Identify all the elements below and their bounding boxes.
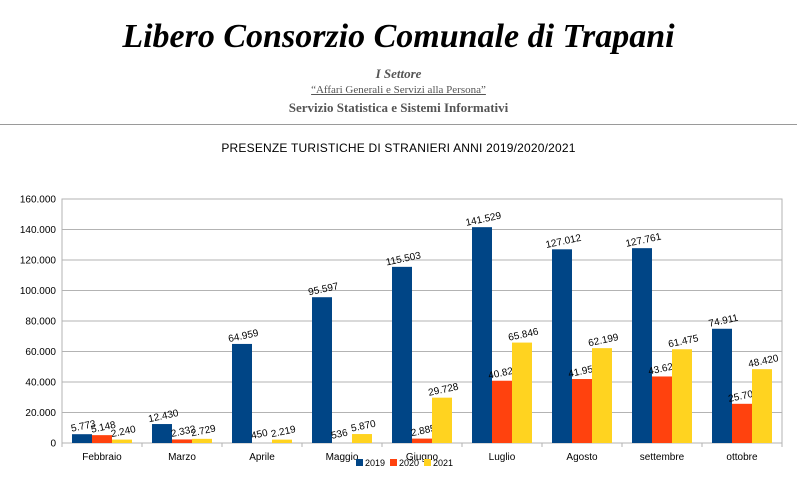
document-header: Libero Consorzio Comunale di Trapani I S… [0, 0, 797, 124]
bar-2019 [72, 434, 92, 443]
y-tick-label: 0 [50, 439, 56, 450]
data-label: 12.430 [147, 408, 180, 425]
bar-2020 [92, 435, 112, 443]
chart-title: PRESENZE TURISTICHE DI STRANIERI ANNI 20… [221, 141, 576, 155]
legend-swatch-2019 [356, 459, 363, 466]
bar-2021 [672, 349, 692, 443]
data-label: 62.199 [587, 332, 620, 349]
bar-2021 [112, 439, 132, 443]
header-divider [0, 124, 797, 125]
bar-2019 [632, 248, 652, 443]
bar-2019 [232, 343, 252, 443]
data-label: 115.503 [385, 250, 422, 268]
bar-2019 [392, 266, 412, 443]
data-label: 127.012 [545, 233, 583, 251]
x-tick-label: Aprile [249, 452, 275, 463]
bar-2020 [172, 439, 192, 443]
data-label: 141.529 [465, 210, 503, 228]
data-label: 536 [330, 428, 349, 442]
x-tick-label: Luglio [489, 452, 516, 463]
y-tick-label: 60.000 [25, 347, 56, 358]
service-label: Servizio Statistica e Sistemi Informativ… [288, 100, 509, 115]
bar-2021 [272, 439, 292, 443]
sector-label: I Settore [375, 66, 422, 81]
y-tick-label: 120.000 [20, 256, 57, 267]
data-label: 95.597 [307, 281, 340, 298]
x-tick-label: Marzo [168, 452, 196, 463]
bar-2021 [192, 438, 212, 443]
legend-label-2019: 2019 [365, 458, 385, 468]
bar-2020 [652, 376, 672, 443]
y-tick-label: 80.000 [25, 317, 56, 328]
data-label: 65.846 [507, 326, 540, 343]
bar-2021 [752, 369, 772, 443]
data-label: 29.728 [427, 382, 460, 399]
x-tick-label: Agosto [566, 452, 598, 463]
bar-2020 [732, 403, 752, 443]
x-tick-label: settembre [640, 452, 685, 463]
x-tick-label: Giugno [406, 452, 439, 463]
data-label: 450 [250, 428, 269, 442]
bar-2020 [412, 438, 432, 443]
legend-label-2021: 2021 [433, 458, 453, 468]
bar-2021 [512, 342, 532, 443]
y-tick-label: 100.000 [20, 286, 57, 297]
bar-2021 [352, 434, 372, 443]
bar-2019 [552, 249, 572, 443]
y-tick-label: 20.000 [25, 408, 56, 419]
data-label: 2.885 [410, 423, 437, 439]
y-tick-label: 140.000 [20, 225, 57, 236]
bar-2019 [472, 227, 492, 443]
data-label: 61.475 [667, 333, 700, 350]
data-label: 127.761 [625, 231, 663, 249]
bar-2019 [152, 424, 172, 443]
data-label: 2.729 [190, 423, 217, 439]
data-label: 74.911 [708, 313, 740, 330]
legend-swatch-2021 [424, 459, 431, 466]
data-label: 48.420 [747, 353, 780, 370]
data-label: 2.240 [110, 424, 137, 440]
legend-label-2020: 2020 [399, 458, 419, 468]
bar-2019 [312, 297, 332, 443]
bar-2020 [492, 380, 512, 443]
bar-2021 [592, 348, 612, 443]
x-tick-label: ottobre [726, 452, 758, 463]
data-label: 2.332 [170, 424, 197, 440]
data-label: 5.870 [350, 419, 377, 435]
organization-title: Libero Consorzio Comunale di Trapani [122, 18, 675, 55]
x-tick-label: Febbraio [82, 452, 122, 463]
bar-2021 [432, 397, 452, 443]
data-label: 5.773 [70, 419, 97, 435]
y-tick-label: 160.000 [20, 195, 57, 206]
bar-2019 [712, 328, 732, 443]
data-label: 64.959 [227, 328, 260, 345]
bar-2020 [572, 379, 592, 443]
data-label: 5.148 [90, 420, 117, 436]
legend-swatch-2020 [390, 459, 397, 466]
x-tick-label: Maggio [326, 452, 359, 463]
data-label: 2.219 [270, 424, 297, 440]
y-tick-label: 40.000 [25, 378, 56, 389]
department-label: “Affari Generali e Servizi alla Persona” [311, 84, 486, 96]
